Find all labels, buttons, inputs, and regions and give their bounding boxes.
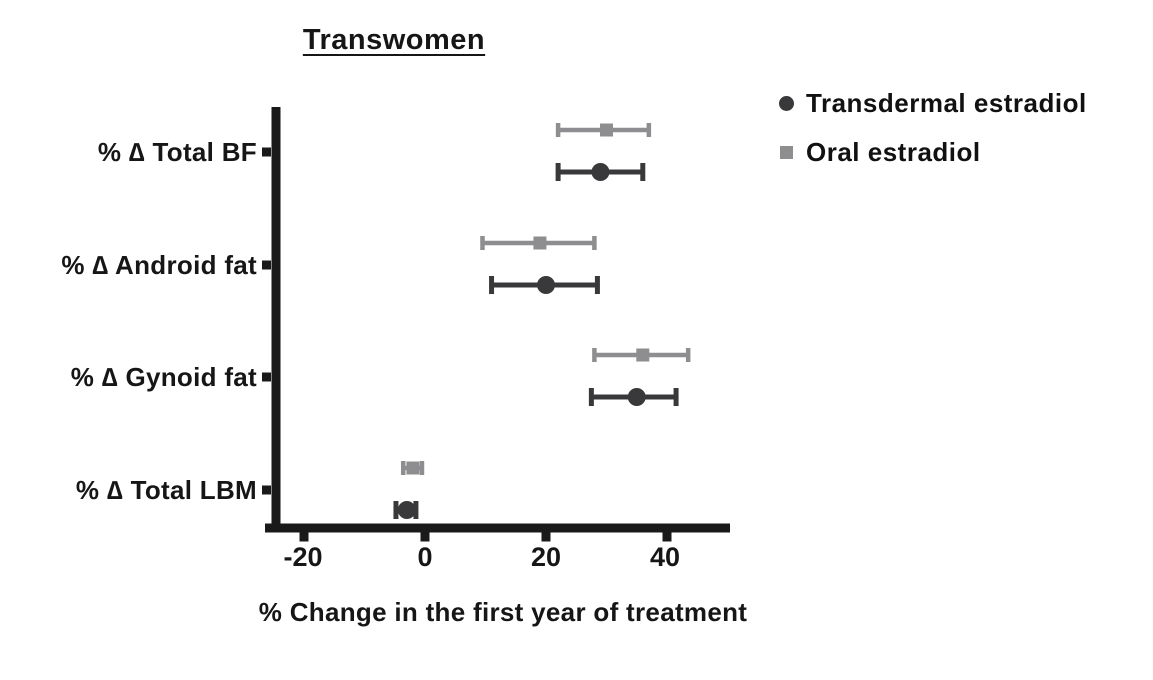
data-point-marker xyxy=(600,123,613,137)
legend-item-oral-estradiol: Oral estradiol xyxy=(779,135,1087,169)
circle-marker-icon xyxy=(779,95,794,111)
legend-label: Oral estradiol xyxy=(806,136,981,167)
x-tick-label-20: 20 xyxy=(530,542,562,572)
data-point-marker xyxy=(627,388,646,406)
x-tick-label-40: 40 xyxy=(649,542,681,572)
category-label-android-fat: % ∆ Android fat xyxy=(61,250,257,280)
chart-title: Transwomen xyxy=(302,24,486,56)
square-marker-icon xyxy=(780,145,793,159)
x-tick-label-neg20: -20 xyxy=(283,542,323,572)
data-point-marker xyxy=(537,276,555,294)
x-axis-title: % Change in the first year of treatment xyxy=(258,597,748,627)
legend: Transdermal estradiol Oral estradiol xyxy=(779,86,1087,184)
data-point-marker xyxy=(406,461,420,475)
legend-item-transdermal-estradiol: Transdermal estradiol xyxy=(779,86,1087,120)
category-label-gynoid-fat: % ∆ Gynoid fat xyxy=(70,362,257,392)
category-label-total-lbm: % ∆ Total LBM xyxy=(75,475,257,505)
data-point-marker xyxy=(397,501,416,519)
data-point-marker xyxy=(533,236,547,250)
data-point-marker xyxy=(591,163,610,181)
legend-label: Transdermal estradiol xyxy=(806,87,1087,118)
data-point-marker xyxy=(636,348,650,362)
category-label-total-bf: % ∆ Total BF xyxy=(97,137,257,167)
x-tick-label-0: 0 xyxy=(417,542,433,572)
